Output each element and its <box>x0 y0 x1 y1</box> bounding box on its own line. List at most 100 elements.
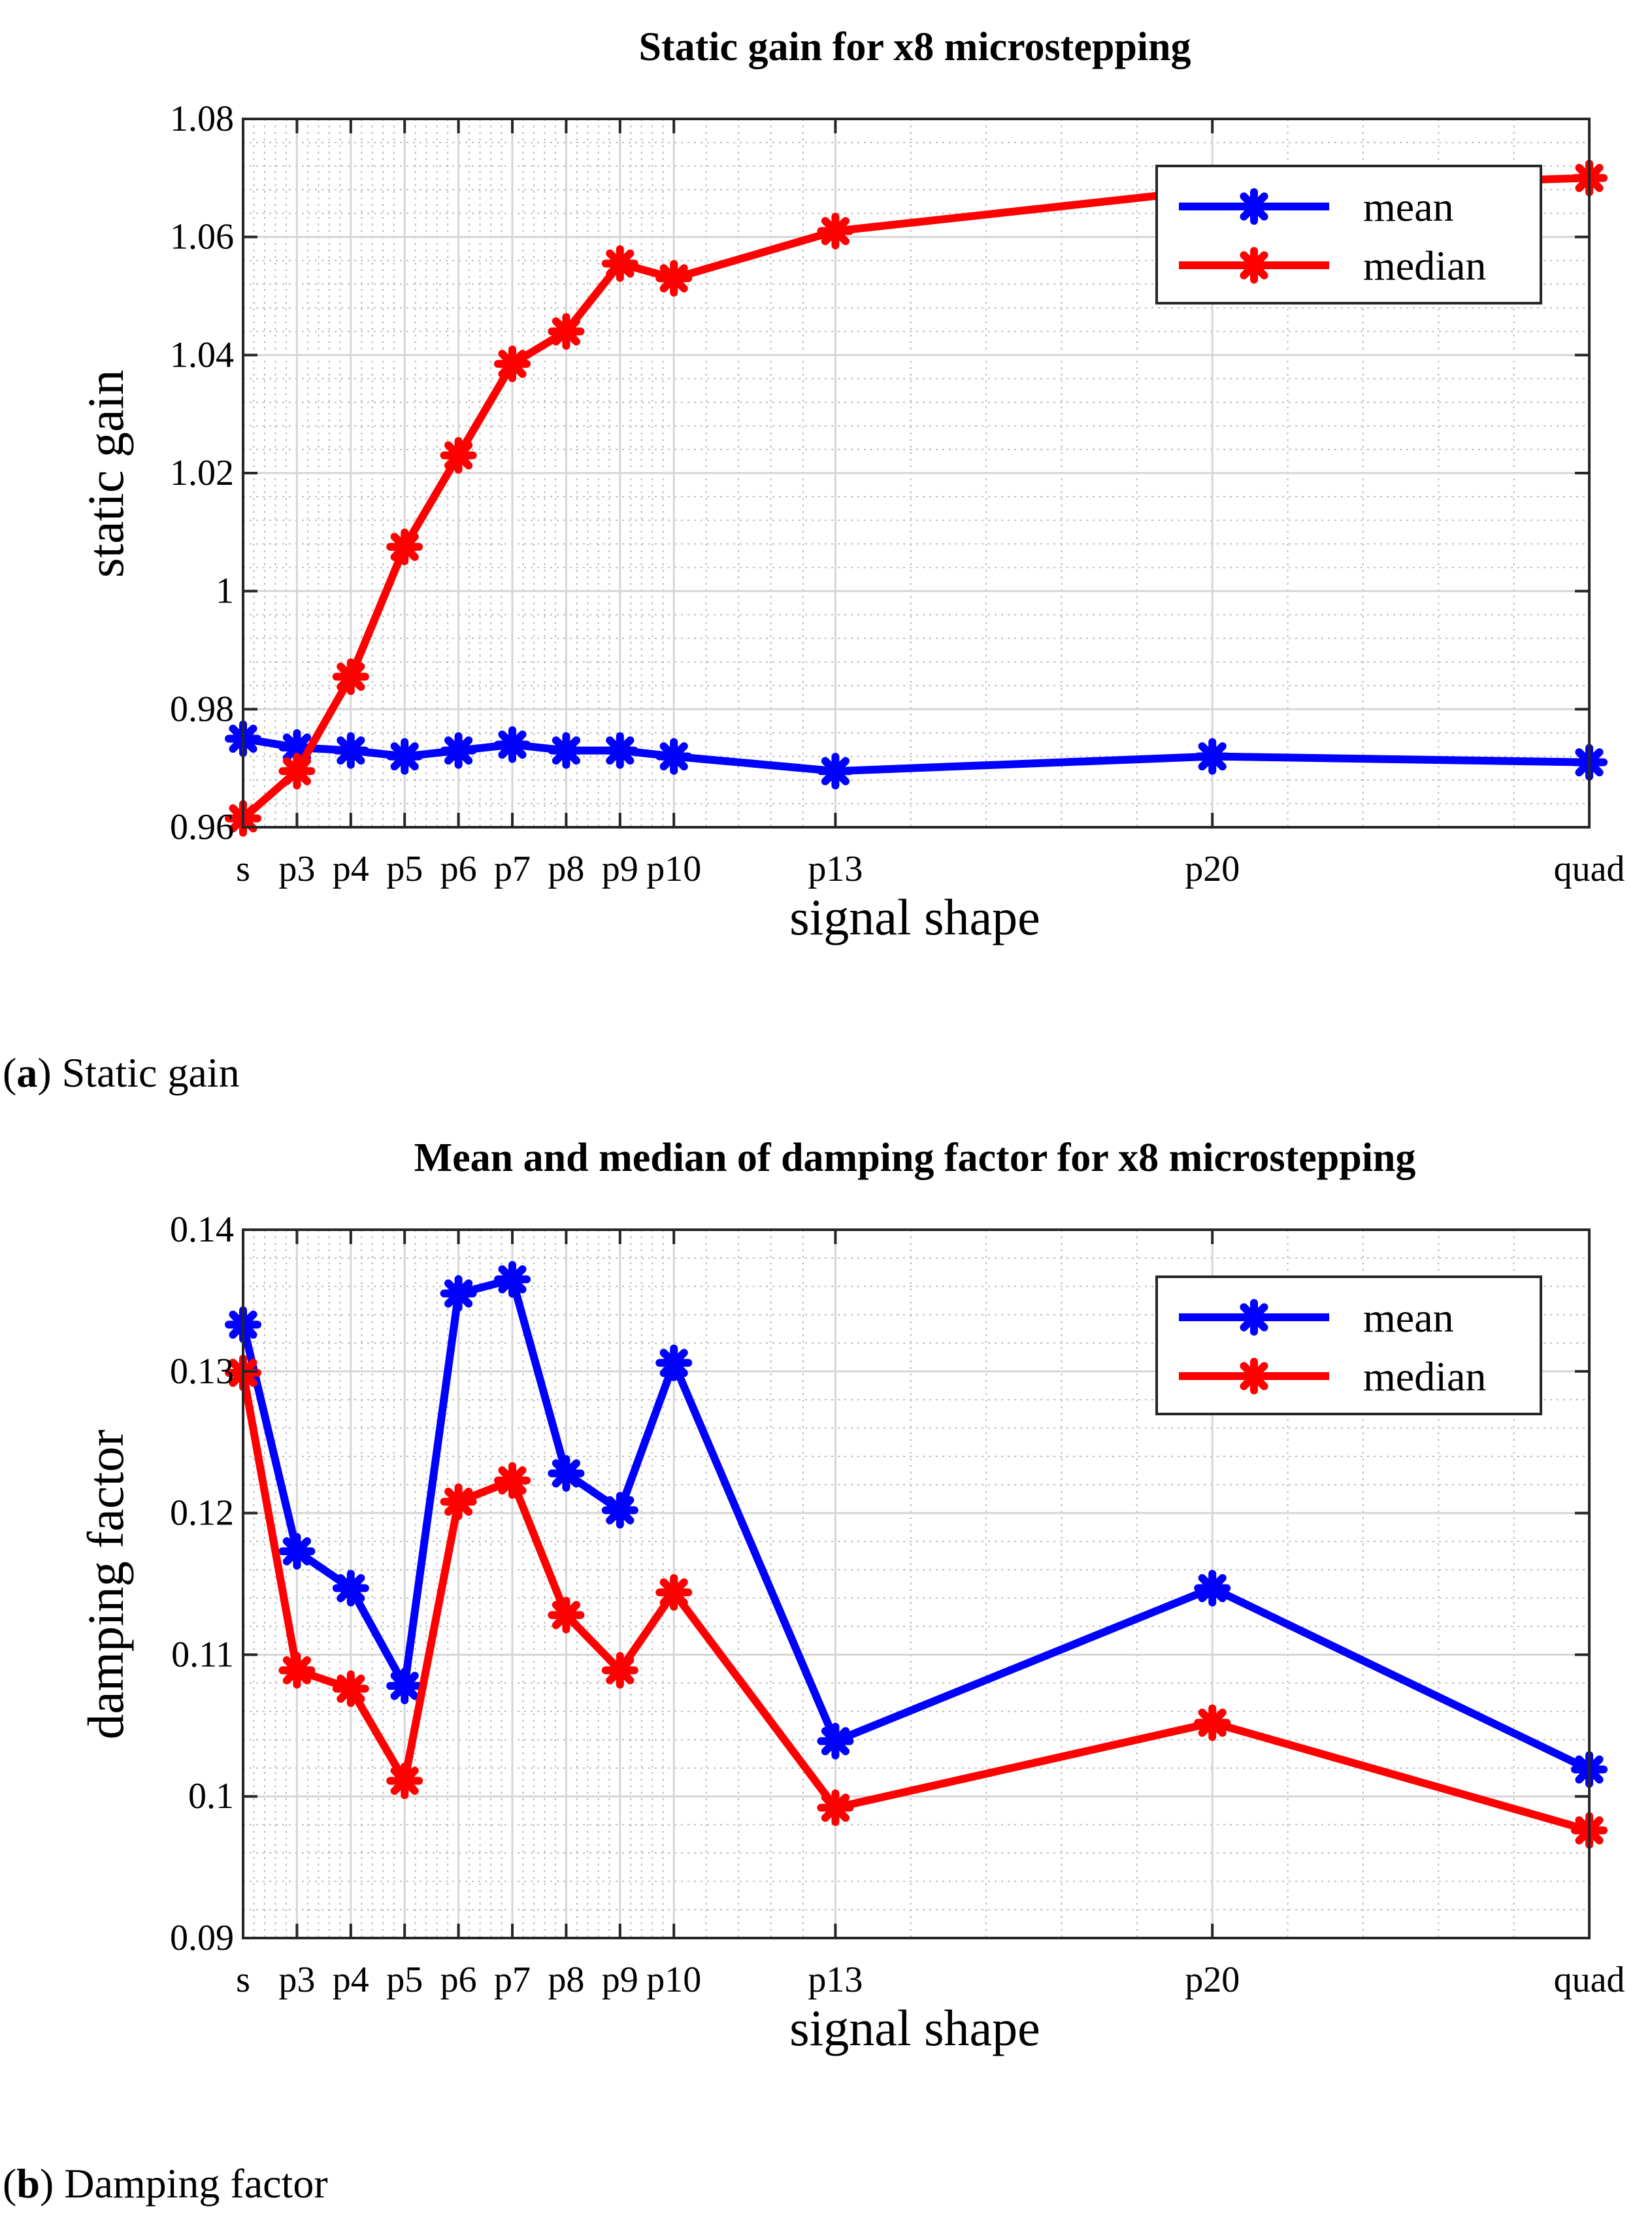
x-tick-label: p7 <box>494 1960 531 2000</box>
x-tick-label: p7 <box>494 849 531 889</box>
data-point-mean <box>278 1533 316 1570</box>
data-point-mean <box>494 726 531 763</box>
data-point-mean <box>386 738 423 775</box>
legend-marker-median <box>1236 247 1272 284</box>
data-point-mean <box>494 1260 531 1298</box>
x-tick-label: p20 <box>1185 1960 1240 2000</box>
legend-box <box>1155 165 1542 304</box>
x-tick-label: p10 <box>646 849 701 889</box>
legend-label-median: median <box>1363 242 1486 289</box>
y-tick-label: 1 <box>216 571 234 612</box>
x-tick-label: p10 <box>646 1960 701 2000</box>
caption-a: (a) Static gain <box>3 1049 240 1096</box>
axes <box>242 118 1591 829</box>
caption-label: a <box>16 1049 38 1096</box>
data-point-mean <box>548 1455 585 1492</box>
static-gain-chart: Static gain for x8 microstepping s p3 p4 p5… <box>77 25 1625 945</box>
y-tick-label: 1.06 <box>170 217 234 257</box>
x-tick-label: quad <box>1554 1960 1625 2000</box>
x-tick-label: p8 <box>548 1960 584 2000</box>
data-point-median <box>601 245 638 282</box>
legend-label-mean: mean <box>1363 184 1454 230</box>
data-point-median <box>494 345 531 382</box>
chart-title: Mean and median of damping factor for x8… <box>414 1136 1416 1180</box>
axes-box <box>242 1228 1591 1939</box>
x-tick-label: p13 <box>808 849 863 889</box>
y-tick-label: 0.14 <box>170 1209 234 1250</box>
y-tick-label: 1.08 <box>170 99 234 139</box>
x-tick-label: p9 <box>602 1960 638 2000</box>
legend: mean median <box>1155 1275 1542 1415</box>
x-tick-label: p6 <box>440 1960 477 2000</box>
x-tick-label: p6 <box>440 849 477 889</box>
data-point-mean <box>548 732 585 769</box>
data-point-mean <box>655 738 693 775</box>
data-point-mean <box>817 753 854 790</box>
legend-marker-mean <box>1236 188 1272 225</box>
data-point-mean <box>332 1570 369 1607</box>
data-point-mean <box>332 732 369 769</box>
x-tick-label: p5 <box>386 1960 423 2000</box>
x-tick-label: p4 <box>333 1960 369 2000</box>
y-tick-label: 0.98 <box>170 689 234 729</box>
y-tick-label: 0.11 <box>171 1634 234 1675</box>
data-point-median <box>817 212 854 250</box>
y-tick-label: 0.96 <box>170 807 234 847</box>
data-point-median <box>817 1789 854 1826</box>
series-line-median <box>240 174 1590 821</box>
x-axis-label: signal shape <box>789 889 1040 945</box>
y-axis-label: damping factor <box>77 1430 134 1739</box>
y-tick-label: 0.1 <box>188 1776 234 1817</box>
legend: mean median <box>1155 165 1542 304</box>
plot-lines <box>225 1260 1608 1849</box>
legend-box <box>1155 1275 1542 1415</box>
x-tick-label: p5 <box>386 849 423 889</box>
caption-label: b <box>16 2160 40 2207</box>
data-point-median <box>1194 1704 1231 1741</box>
x-tick-label: p4 <box>333 849 369 889</box>
data-point-mean <box>1194 1570 1231 1607</box>
x-tick-label: p3 <box>278 1960 315 2000</box>
data-point-median <box>278 1652 316 1689</box>
axes <box>242 1228 1591 1939</box>
y-tick-label: 1.04 <box>170 335 234 375</box>
data-point-mean <box>1194 738 1231 775</box>
y-tick-label: 0.13 <box>170 1351 234 1392</box>
data-point-median <box>601 1652 638 1689</box>
data-point-mean <box>440 1275 477 1312</box>
data-point-median <box>278 753 316 790</box>
data-point-mean <box>601 732 638 769</box>
data-point-median <box>548 313 585 350</box>
data-point-mean <box>601 1492 638 1529</box>
data-point-mean <box>817 1722 854 1760</box>
legend-marker-median <box>1236 1358 1272 1394</box>
caption-text: Damping factor <box>64 2160 328 2207</box>
y-tick-label: 1.02 <box>170 453 234 493</box>
legend-marker-mean <box>1236 1299 1272 1336</box>
legend-label-mean: mean <box>1363 1294 1454 1341</box>
data-point-median <box>655 1574 693 1611</box>
data-point-median <box>332 658 369 695</box>
chart-title: Static gain for x8 microstepping <box>638 25 1191 69</box>
legend-label-median: median <box>1363 1353 1486 1400</box>
data-point-mean <box>655 1344 693 1381</box>
data-point-median <box>548 1596 585 1634</box>
data-point-median <box>440 1483 477 1521</box>
tick-labels: s p3 p4 p5 p6 p7 p8 p9 p10 p13 p20 quad 0.09 0.1 0.11 0… <box>170 1209 1625 2000</box>
x-tick-label: p13 <box>808 1960 863 2000</box>
data-point-mean <box>386 1668 423 1705</box>
data-point-median <box>386 1762 423 1800</box>
x-tick-label: s <box>236 849 250 889</box>
caption-b: (b) Damping factor <box>3 2160 328 2207</box>
x-axis-label: signal shape <box>789 1999 1040 2056</box>
x-tick-label: p3 <box>278 849 315 889</box>
y-tick-label: 0.12 <box>170 1493 234 1534</box>
x-tick-label: p9 <box>602 849 638 889</box>
x-tick-label: p20 <box>1185 849 1240 889</box>
tick-labels: s p3 p4 p5 p6 p7 p8 p9 p10 p13 p20 quad 0.96 0.98 1 1.0… <box>170 99 1625 889</box>
damping-factor-chart: Mean and median of damping factor for x8… <box>77 1136 1625 2056</box>
x-tick-label: p8 <box>548 849 584 889</box>
data-point-median <box>655 259 693 297</box>
x-tick-label: s <box>236 1960 250 2000</box>
data-point-median <box>386 528 423 565</box>
